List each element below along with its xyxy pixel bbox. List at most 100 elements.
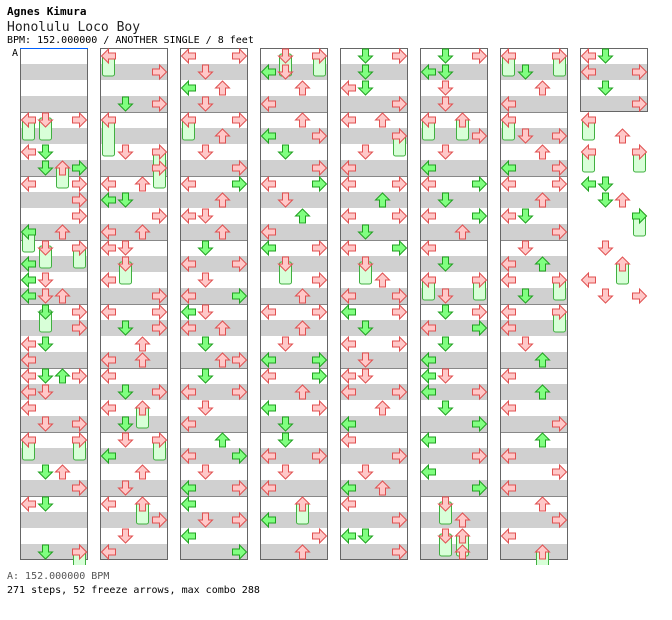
step-arrow — [232, 175, 248, 193]
beat-stripe — [340, 160, 408, 176]
step-arrow — [392, 239, 408, 257]
step-arrow — [20, 271, 36, 289]
beat-stripe — [180, 192, 248, 208]
step-arrow — [312, 271, 328, 289]
step-arrow — [72, 431, 88, 449]
step-arrow — [437, 96, 454, 112]
step-arrow — [552, 223, 568, 241]
beat-stripe — [180, 240, 248, 256]
step-arrow — [197, 304, 214, 320]
beat-stripe — [180, 528, 248, 544]
step-arrow — [232, 255, 248, 273]
beat-stripe — [340, 432, 408, 448]
beat-stripe — [100, 80, 168, 96]
beat-stripe — [20, 176, 88, 192]
step-arrow — [180, 303, 196, 321]
song-title: Honolulu Loco Boy — [7, 20, 141, 35]
step-arrow — [232, 111, 248, 129]
beat-stripe — [20, 208, 88, 224]
step-arrow — [437, 144, 454, 160]
beat-stripe — [180, 400, 248, 416]
step-arrow — [100, 495, 116, 513]
beat-stripe — [180, 256, 248, 272]
beat-stripe — [20, 544, 88, 560]
beat-stripe — [260, 464, 328, 480]
beat-stripe — [100, 224, 168, 240]
step-arrow — [117, 240, 134, 256]
beat-stripe — [20, 96, 88, 112]
beat-stripe — [500, 288, 568, 304]
step-arrow — [420, 239, 436, 257]
step-arrow — [312, 47, 328, 65]
step-arrow — [37, 416, 54, 432]
step-arrow — [420, 271, 436, 289]
step-arrow — [180, 527, 196, 545]
step-arrow — [420, 431, 436, 449]
beat-stripe — [340, 80, 408, 96]
beat-stripe — [420, 176, 488, 192]
step-arrow — [632, 95, 648, 113]
beat-stripe — [100, 464, 168, 480]
beat-stripe — [260, 288, 328, 304]
step-arrow — [260, 367, 276, 385]
step-arrow — [260, 511, 276, 529]
step-arrow — [357, 256, 374, 272]
step-arrow — [340, 175, 356, 193]
chart-column — [260, 48, 328, 560]
step-arrow — [72, 415, 88, 433]
step-arrow — [357, 224, 374, 240]
step-arrow — [260, 447, 276, 465]
step-arrow — [454, 528, 471, 544]
step-arrow — [392, 287, 408, 305]
beat-stripe — [260, 368, 328, 384]
step-arrow — [214, 192, 231, 208]
step-arrow — [260, 303, 276, 321]
step-arrow — [180, 479, 196, 497]
beat-stripe — [340, 112, 408, 128]
step-arrow — [100, 351, 116, 369]
step-arrow — [357, 64, 374, 80]
beat-stripe — [260, 80, 328, 96]
beat-stripe — [100, 400, 168, 416]
beat-stripe — [260, 64, 328, 80]
step-arrow — [472, 415, 488, 433]
step-arrow — [312, 303, 328, 321]
step-arrow — [117, 144, 134, 160]
beat-stripe — [100, 368, 168, 384]
beat-stripe — [580, 96, 648, 112]
beat-stripe — [580, 48, 648, 64]
step-arrow — [214, 224, 231, 240]
step-arrow — [134, 496, 151, 512]
beat-stripe — [260, 48, 328, 64]
step-arrow — [552, 463, 568, 481]
step-arrow — [72, 175, 88, 193]
step-arrow — [632, 287, 648, 305]
step-arrow — [277, 64, 294, 80]
step-arrow — [214, 128, 231, 144]
step-arrow — [420, 367, 436, 385]
step-arrow — [20, 223, 36, 241]
beat-stripe — [500, 176, 568, 192]
chart-column — [500, 48, 568, 560]
beat-stripe — [420, 384, 488, 400]
step-arrow — [294, 544, 311, 560]
step-arrow — [180, 319, 196, 337]
beat-stripe — [260, 352, 328, 368]
step-arrow — [197, 512, 214, 528]
beat-stripe — [260, 400, 328, 416]
beat-stripe — [580, 80, 648, 96]
beat-stripe — [420, 128, 488, 144]
beat-stripe — [420, 416, 488, 432]
beat-stripe — [180, 320, 248, 336]
step-arrow — [312, 159, 328, 177]
step-arrow — [100, 111, 116, 129]
beat-stripe — [180, 208, 248, 224]
step-arrow — [260, 95, 276, 113]
beat-stripe — [420, 192, 488, 208]
step-arrow — [312, 447, 328, 465]
step-arrow — [340, 239, 356, 257]
step-arrow — [374, 400, 391, 416]
step-arrow — [197, 368, 214, 384]
beat-stripe — [420, 352, 488, 368]
step-arrow — [437, 368, 454, 384]
